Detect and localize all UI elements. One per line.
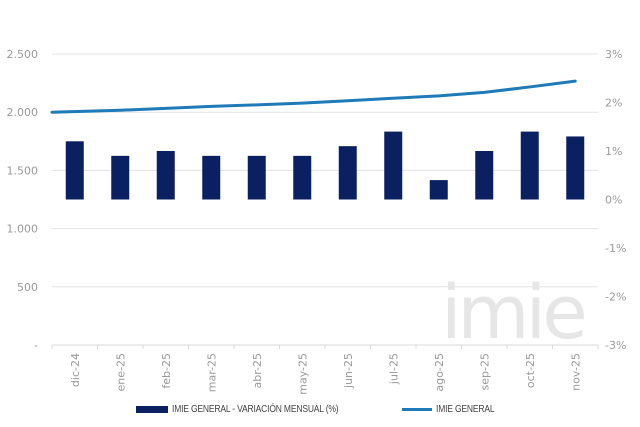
bar-swatch-icon — [135, 405, 168, 413]
bar — [429, 180, 448, 200]
x-axis-tick-label: oct-25 — [524, 353, 537, 388]
bar — [156, 151, 175, 200]
bar — [247, 155, 266, 200]
bar — [520, 131, 539, 200]
x-axis-tick-label: sep-25 — [478, 353, 491, 390]
x-axis: dic-24 ene-25 feb-25 mar-25 abr-25 may-25 jun-… — [51, 344, 599, 395]
x-axis-tick-label: feb-25 — [160, 353, 173, 389]
bar — [338, 146, 357, 200]
x-axis-tick-label: dic-24 — [69, 353, 82, 387]
left-axis-tick-label: 2.500 — [7, 48, 39, 61]
x-axis-tick-label: ene-25 — [114, 353, 127, 391]
right-axis-tick-label: 0% — [605, 194, 622, 207]
left-axis-ticks: - 500 1.000 1.500 2.000 2.500 — [7, 48, 39, 352]
svg-text:imie: imie — [441, 270, 584, 356]
legend: IMIE GENERAL - VARIACIÓN MENSUAL (%) IMI… — [0, 400, 640, 418]
x-axis-tick-label: nov-25 — [569, 353, 582, 391]
bar — [475, 151, 494, 200]
line-series — [50, 79, 577, 114]
imie-watermark-logo: imie — [441, 270, 588, 356]
x-axis-tick-label: may-25 — [296, 353, 309, 395]
right-axis-tick-label: -1% — [605, 242, 626, 255]
legend-line-label: IMIE GENERAL — [435, 403, 495, 415]
bar — [111, 155, 130, 200]
left-axis-tick-label: - — [34, 339, 38, 352]
legend-item-line: IMIE GENERAL — [401, 403, 505, 415]
bar-series — [65, 131, 585, 200]
x-axis-tick-label: jul-25 — [387, 353, 400, 385]
x-axis-tick-label: abr-25 — [251, 353, 264, 389]
x-axis-tick-label: jun-25 — [342, 353, 355, 389]
gridlines — [52, 53, 598, 288]
left-axis-tick-label: 1.500 — [7, 164, 39, 177]
left-axis-tick-label: 500 — [17, 281, 38, 294]
right-axis-ticks: -3% -2% -1% 0% 1% 2% 3% — [605, 48, 626, 352]
bar — [293, 155, 312, 200]
left-axis-tick-label: 2.000 — [7, 106, 39, 119]
right-axis-tick-label: -2% — [605, 291, 626, 304]
right-axis-tick-label: 1% — [605, 145, 622, 158]
legend-bar-label: IMIE GENERAL - VARIACIÓN MENSUAL (%) — [171, 403, 339, 415]
x-axis-tick-label: ago-25 — [433, 353, 446, 392]
x-axis-tick-label: mar-25 — [205, 353, 218, 392]
bar — [384, 131, 403, 200]
right-axis-tick-label: 2% — [605, 97, 622, 110]
line-swatch-icon — [401, 407, 432, 411]
line-path — [50, 79, 577, 114]
right-axis-tick-label: 3% — [605, 48, 622, 61]
bar — [65, 141, 84, 200]
bar — [566, 136, 585, 200]
legend-item-bar: IMIE GENERAL - VARIACIÓN MENSUAL (%) — [135, 403, 368, 415]
bar — [202, 155, 221, 200]
left-axis-tick-label: 1.000 — [7, 223, 39, 236]
right-axis-tick-label: -3% — [605, 339, 626, 352]
